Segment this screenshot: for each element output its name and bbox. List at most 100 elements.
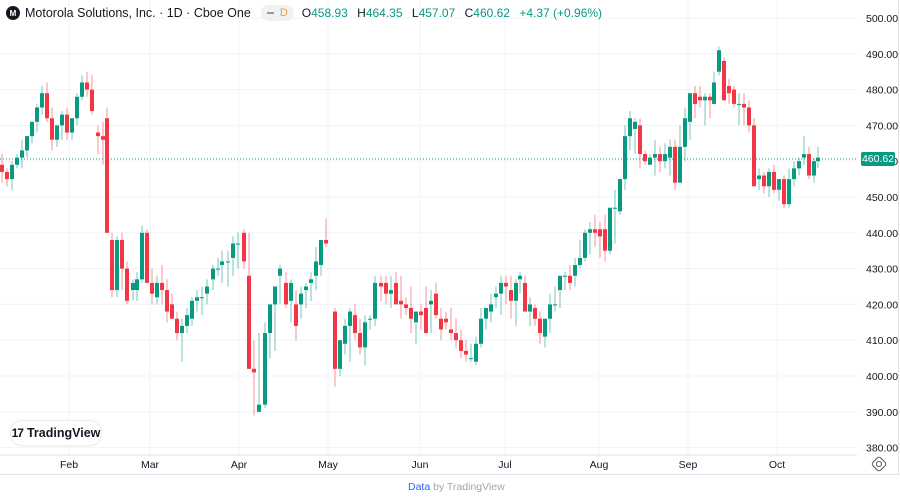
tradingview-logo[interactable]: 17 TradingView	[10, 420, 102, 446]
candle-body	[643, 154, 647, 162]
candle-body	[20, 150, 24, 158]
time-tick-label: Jun	[412, 459, 429, 471]
candle-body	[414, 311, 418, 323]
candle-body	[247, 275, 251, 369]
candle-body	[50, 118, 54, 140]
candle-body	[578, 257, 582, 266]
candle-body	[603, 229, 607, 251]
candle-body	[135, 279, 139, 291]
candle-body	[444, 318, 448, 323]
price-tick-label: 380.00	[866, 443, 898, 455]
candle-body	[252, 368, 256, 373]
low-value: 457.07	[418, 6, 456, 20]
candle-body	[150, 282, 154, 294]
candle-body	[688, 93, 692, 122]
candle-body	[712, 82, 716, 104]
chart-frame[interactable]: 500.00490.00480.00470.00460.00450.00440.…	[0, 0, 899, 475]
price-tick-label: 440.00	[866, 228, 898, 240]
candle-body	[434, 293, 438, 316]
candle-body	[319, 239, 323, 266]
open-label: O	[301, 6, 312, 20]
candle-body	[155, 282, 159, 298]
candle-body	[623, 136, 627, 180]
time-tick-label: Apr	[231, 459, 248, 471]
chart-legend: M Motorola Solutions, Inc. · 1D · Cboe O…	[6, 4, 602, 22]
candle-body	[226, 261, 230, 263]
time-tick-label: May	[318, 459, 339, 471]
candle-body	[429, 300, 433, 305]
candle-body	[648, 157, 652, 165]
candle-body	[518, 275, 522, 280]
candle-body	[353, 315, 357, 334]
candle-body	[717, 50, 721, 72]
candle-body	[140, 232, 144, 280]
candle-body	[55, 125, 59, 140]
last-price-tag: 460.62	[861, 151, 895, 166]
candle-body	[231, 243, 235, 258]
candle-body	[797, 161, 801, 169]
symbol-title[interactable]: Motorola Solutions, Inc. · 1D · Cboe One	[25, 6, 251, 20]
candle-body	[777, 179, 781, 190]
price-change: +4.37 (+0.96%)	[519, 6, 603, 20]
interval-badge[interactable]: D	[260, 5, 294, 21]
candle-body	[125, 268, 129, 301]
candle-body	[278, 268, 282, 276]
candle-body	[268, 304, 272, 334]
candle-body	[85, 82, 89, 90]
price-tick-label: 390.00	[866, 407, 898, 419]
candle-body	[170, 304, 174, 319]
ohlc-values: O458.93 H464.35 L457.07 C460.62 +4.37 (+…	[302, 6, 602, 20]
candle-body	[70, 118, 74, 133]
data-link[interactable]: Data	[408, 481, 431, 493]
time-tick-label: Aug	[590, 459, 609, 471]
candle-body	[145, 232, 149, 283]
candle-body	[343, 325, 347, 344]
candle-body	[105, 118, 109, 233]
price-chart[interactable]: 500.00490.00480.00470.00460.00450.00440.…	[0, 0, 899, 475]
candle-body	[816, 157, 820, 162]
candle-body	[658, 154, 662, 162]
candle-body	[35, 107, 39, 122]
minus-icon	[266, 12, 274, 14]
candle-body	[668, 146, 672, 158]
candle-body	[205, 286, 209, 294]
price-axis[interactable]: 500.00490.00480.00470.00460.00450.00440.…	[866, 13, 898, 455]
candle-body	[762, 175, 766, 187]
candle-body	[304, 286, 308, 291]
candle-body	[737, 103, 741, 105]
candle-body	[120, 239, 124, 269]
candle-body	[299, 293, 303, 305]
candle-body	[439, 318, 443, 330]
time-tick-label: Mar	[141, 459, 160, 471]
candle-body	[479, 318, 483, 344]
candle-body	[180, 325, 184, 334]
candle-body	[324, 239, 328, 244]
candle-body	[358, 333, 362, 348]
candle-body	[236, 243, 240, 245]
candle-body	[638, 125, 642, 155]
price-tick-label: 480.00	[866, 85, 898, 97]
candle-body	[509, 290, 513, 301]
candle-body	[338, 340, 342, 369]
time-axis[interactable]: Feb Mar Apr May Jun Jul Aug Sep Oct	[60, 459, 785, 471]
candle-body	[257, 404, 261, 412]
candle-body	[548, 304, 552, 319]
candle-body	[802, 154, 806, 158]
candle-body	[160, 282, 164, 291]
candle-body	[399, 300, 403, 305]
candle-body	[573, 265, 577, 276]
candle-body	[598, 229, 602, 237]
candle-body	[131, 282, 135, 291]
candle-body	[553, 304, 557, 306]
candle-body	[613, 207, 617, 209]
candle-body	[273, 286, 277, 305]
candle-body	[514, 282, 518, 301]
candle-body	[190, 300, 194, 319]
candle-body	[663, 154, 667, 162]
interval-label: D	[279, 7, 288, 19]
candle-body	[459, 340, 463, 351]
candle-body	[698, 96, 702, 101]
time-tick-label: Jul	[498, 459, 511, 471]
candle-body	[80, 82, 84, 97]
high-label: H	[357, 6, 366, 20]
